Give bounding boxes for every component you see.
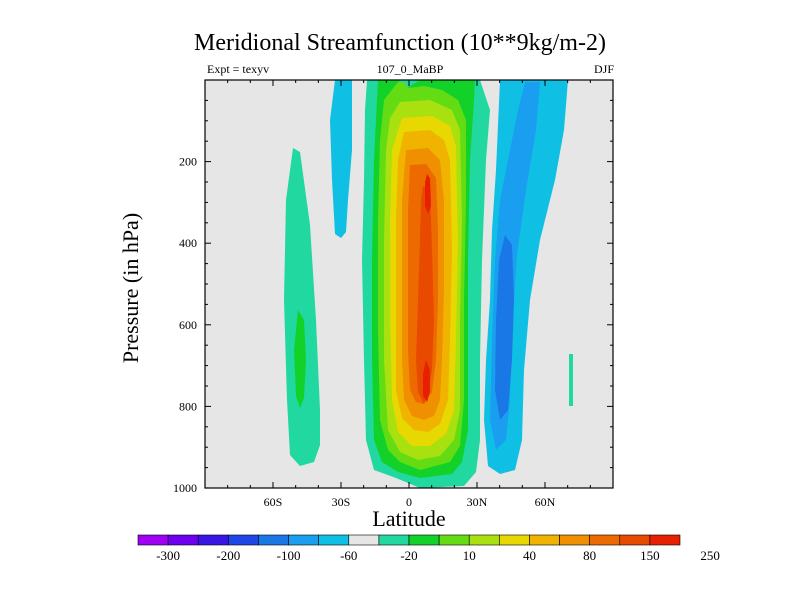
colorbar-swatch [288,534,319,546]
southern-ferrel-cell-outer [284,148,320,466]
x-tick-label: 60S [264,495,283,509]
colorbar-swatch [137,534,169,546]
x-tick-label: 60N [535,495,556,509]
colorbar-label: -20 [400,548,417,563]
northern-ferrel-cell-core [495,235,514,420]
colorbar-label: -60 [340,548,357,563]
colorbar [137,534,681,546]
colorbar-label: -300 [156,548,180,563]
colorbar-swatch [619,534,651,546]
southern-upper-negative-cell [330,80,352,238]
y-tick-label: 1000 [173,481,197,495]
colorbar-swatch [197,534,229,546]
y-axis-ticks: 200 400 600 800 1000 [173,99,613,495]
contour-fills [284,80,573,488]
colorbar-swatch [499,534,530,546]
x-tick-label: 30N [467,495,488,509]
y-tick-label: 200 [179,155,197,169]
hadley-cell-peak [423,360,430,402]
colorbar-swatch [408,534,440,546]
colorbar-swatch [378,534,410,546]
time-label: 107_0_MaBP [376,62,444,76]
colorbar-label: 10 [463,548,476,563]
colorbar-swatch [468,534,500,546]
y-tick-label: 800 [179,399,197,413]
colorbar-swatch [258,534,289,546]
x-axis-label: Latitude [372,506,445,531]
colorbar-swatch [559,534,590,546]
y-axis-label: Pressure (in hPa) [118,213,143,363]
x-tick-label: 30S [332,495,351,509]
colorbar-label: -200 [216,548,240,563]
polar-negative-strip [569,354,573,406]
colorbar-label: 150 [640,548,660,563]
colorbar-label: -100 [277,548,301,563]
chart-title: Meridional Streamfunction (10**9kg/m-2) [194,30,606,56]
y-tick-label: 400 [179,236,197,250]
y-tick-label: 600 [179,318,197,332]
hadley-cell-upper-peak [425,174,431,214]
colorbar-swatch [649,534,681,546]
southern-ferrel-cell-inner [294,310,306,408]
colorbar-swatch [348,534,380,546]
colorbar-label: 80 [583,548,596,563]
colorbar-swatch [318,534,350,546]
colorbar-swatch [529,534,560,546]
colorbar-swatch [228,534,259,546]
season-label: DJF [593,62,614,76]
colorbar-label: 40 [523,548,536,563]
colorbar-swatch [438,534,470,546]
colorbar-swatch [167,534,199,546]
x-axis-ticks: 60S 30S 0 30N 60N [204,80,614,509]
x-tick-label: 0 [406,495,412,509]
colorbar-labels: -300 -200 -100 -60 -20 10 40 80 150 250 [156,548,720,563]
hadley-cell-core [416,186,434,404]
colorbar-swatch [589,534,621,546]
colorbar-label: 250 [700,548,720,563]
experiment-label: Expt = texyv [207,62,270,76]
